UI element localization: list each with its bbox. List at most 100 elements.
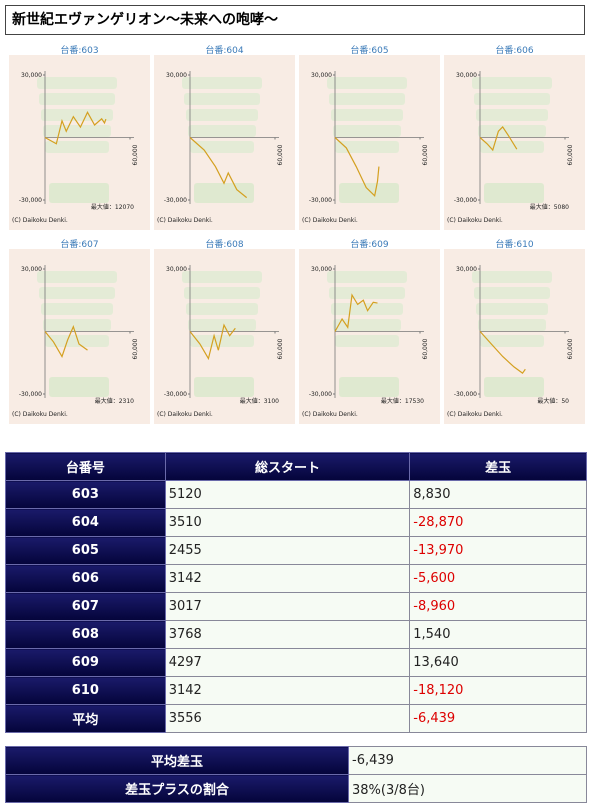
bg-deco [327,77,407,89]
cell: -6,439 [348,746,587,775]
x-tick-label: 60,000 [422,338,429,359]
table-row: 610 3142 -18,120 [5,676,587,705]
bg-deco [331,109,403,121]
bg-deco [474,287,550,299]
table-row: 606 3142 -5,600 [5,564,587,593]
bg-deco [184,93,260,105]
graph: 30,000 -30,000 60,000 (C) Daikoku Denki. [154,55,295,230]
cell: 4297 [164,648,411,677]
x-tick-label: 60,000 [422,144,429,165]
y-tick-label: 30,000 [166,72,187,79]
bg-deco [478,125,546,137]
table-row: 差玉プラスの割合 38%(3/8台) [5,774,587,803]
bg-deco [484,377,544,397]
bg-deco [182,271,262,283]
cell: 5120 [164,480,411,509]
bg-deco [37,271,117,283]
cell: 8,830 [409,480,587,509]
column-header: 総スタート [164,452,411,481]
x-tick-label: 60,000 [567,338,574,359]
bg-deco [335,141,399,153]
cell: 2455 [164,536,411,565]
x-tick-label: 60,000 [132,144,139,165]
bg-deco [329,287,405,299]
bg-deco [472,271,552,283]
y-tick-label: 30,000 [311,266,332,273]
y-tick-label: 30,000 [311,72,332,79]
column-header: 差玉 [409,452,587,481]
bg-deco [194,377,254,397]
bg-deco [45,141,109,153]
graph: 30,000 -30,000 60,000 最大値：2310 (C) Daikoku D… [9,249,150,424]
credit: (C) Daikoku Denki. [12,411,68,418]
bg-deco [476,303,548,315]
cell: 3142 [164,564,411,593]
table-row: 604 3510 -28,870 [5,508,587,537]
cell: 3768 [164,620,411,649]
y-tick-label: -30,000 [19,391,42,398]
table-row: 607 3017 -8,960 [5,592,587,621]
cell: -18,120 [409,676,587,705]
bg-deco [49,183,109,203]
y-tick-label: -30,000 [454,391,477,398]
column-header: 台番号 [5,452,166,481]
bg-deco [194,183,254,203]
bg-deco [478,319,546,331]
bg-deco [484,183,544,203]
bg-deco [339,377,399,397]
bg-deco [190,141,254,153]
max-label: 最大値：17530 [381,397,424,405]
bg-deco [333,319,401,331]
y-tick-label: 30,000 [166,266,187,273]
bg-deco [188,125,256,137]
y-tick-label: 30,000 [21,266,42,273]
y-tick-label: -30,000 [454,197,477,204]
bg-deco [480,335,544,347]
graph-caption: 台番:605 [350,46,389,56]
cell: -5,600 [409,564,587,593]
cell: -28,870 [409,508,587,537]
row-header: 差玉プラスの割合 [5,774,349,803]
data-line [479,125,518,152]
bg-deco [190,335,254,347]
page-title: 新世紀エヴァンゲリオン～未来への咆哮～ [5,5,585,35]
cell: 13,640 [409,648,587,677]
credit: (C) Daikoku Denki. [447,411,503,418]
y-tick-label: -30,000 [309,391,332,398]
graph-caption: 台番:603 [60,46,99,56]
bg-deco [188,319,256,331]
header-row: 台番号 総スタート 差玉 [5,452,587,481]
bg-deco [333,125,401,137]
cell: -8,960 [409,592,587,621]
bg-deco [45,335,109,347]
table-row: 603 5120 8,830 [5,480,587,509]
graph-caption: 台番:609 [350,240,389,250]
bg-deco [49,377,109,397]
row-header: 平均差玉 [5,746,349,775]
credit: (C) Daikoku Denki. [302,217,358,224]
cell: 3142 [164,676,411,705]
x-tick-label: 60,000 [277,338,284,359]
cell: 3556 [164,704,411,733]
bg-deco [474,93,550,105]
cell: 3017 [164,592,411,621]
y-tick-label: -30,000 [309,197,332,204]
table-row: 平均 3556 -6,439 [5,704,587,733]
bg-deco [43,125,111,137]
max-label: 最大値：3100 [240,397,279,405]
data-line [44,111,107,145]
graph: 30,000 -30,000 60,000 最大値：5080 (C) Daikoku D… [444,55,585,230]
table-row: 605 2455 -13,970 [5,536,587,565]
data-line [334,137,380,198]
data-line [44,324,88,358]
max-label: 最大値：12070 [91,203,134,211]
table-row: 608 3768 1,540 [5,620,587,649]
graph-caption: 台番:606 [495,46,534,56]
y-tick-label: -30,000 [164,391,187,398]
max-label: 最大値：50 [537,397,569,405]
data-line [334,293,378,332]
data-line [189,323,236,361]
row-header: 608 [5,620,166,649]
cell: -6,439 [409,704,587,733]
